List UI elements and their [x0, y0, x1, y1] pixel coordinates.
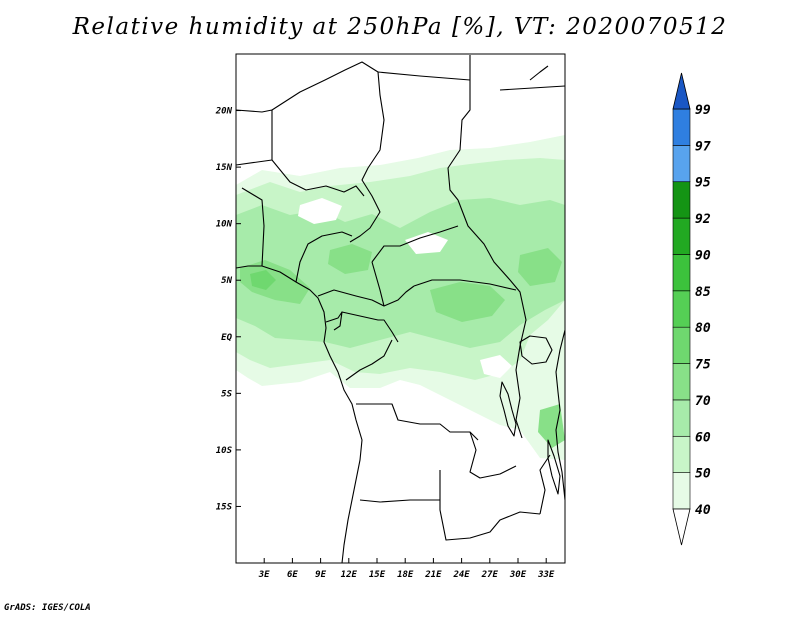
border-w1: [241, 187, 265, 267]
border-n1: [236, 109, 273, 166]
colorbar-box: [672, 472, 691, 510]
border-c6: [341, 311, 399, 343]
lake-victoria: [519, 335, 553, 365]
humidity-region-70a: [240, 260, 310, 304]
lat-tick-label: 5N: [221, 276, 232, 286]
border-s2: [469, 431, 517, 479]
border-c1: [317, 285, 415, 307]
lat-tick-label: 15S: [216, 502, 233, 512]
border-c3: [371, 261, 385, 307]
colorbar-high-arrow: [672, 72, 691, 110]
colorbar-box: [672, 254, 691, 292]
lon-tick-label: 27E: [481, 570, 499, 580]
humidity-region-70c: [518, 248, 562, 286]
dry-hole-3: [480, 355, 512, 378]
colorbar-label: 90: [695, 248, 711, 263]
colorbar-label: 80: [695, 321, 711, 336]
humidity-region-70d: [328, 244, 372, 274]
colorbar-box: [672, 435, 691, 473]
colorbar-box: [672, 217, 691, 255]
colorbar-box: [672, 181, 691, 219]
border-w3: [295, 231, 353, 283]
colorbar-label: 70: [695, 394, 711, 409]
lake-malawi: [547, 439, 561, 495]
dry-hole-1: [298, 198, 342, 224]
colorbar-box: [672, 326, 691, 364]
border-s5: [539, 454, 551, 515]
lake-tanganyika: [499, 381, 517, 437]
border-s3: [439, 470, 541, 541]
lon-tick-label: 12E: [341, 570, 358, 580]
lon-tick-label: 9E: [315, 570, 326, 580]
dry-hole-2: [405, 232, 448, 254]
colorbar-box: [672, 108, 691, 146]
colorbar: 40 50 60 70 75 80 85 90 92 95 97 99: [672, 72, 711, 546]
colorbar-label: 97: [695, 139, 711, 154]
border-n4: [447, 80, 527, 439]
colorbar-label: 99: [695, 103, 711, 118]
border-s4: [359, 499, 440, 503]
border-c4: [413, 279, 517, 291]
lat-tick-label: 5S: [221, 389, 232, 399]
colorbar-label: 60: [695, 430, 711, 445]
humidity-region-70b: [430, 282, 505, 322]
colorbar-box: [672, 145, 691, 183]
lon-tick-label: 18E: [397, 570, 414, 580]
colorbar-box: [672, 363, 691, 401]
grads-credit: GrADS: IGES/COLA: [4, 603, 91, 613]
border-c2: [371, 225, 459, 263]
colorbar-low-arrow: [672, 508, 691, 546]
lon-tick-label: 30E: [509, 570, 527, 580]
humidity-region-70e: [538, 404, 565, 448]
colorbar-label: 85: [695, 285, 711, 300]
border-s1: [356, 403, 479, 441]
colorbar-label: 50: [695, 467, 711, 482]
lat-tick-label: 15N: [216, 163, 233, 173]
latitude-axis: 20N 15N 10N 5N EQ 5S 10S 15S: [215, 107, 241, 512]
lon-tick-label: 33E: [537, 570, 555, 580]
lat-tick-label: 20N: [215, 107, 233, 117]
map-title: Relative humidity at 250hPa [%], VT: 202…: [72, 14, 728, 40]
lon-tick-label: 3E: [258, 570, 270, 580]
coastline-west: [236, 265, 363, 563]
colorbar-label: 40: [695, 503, 711, 518]
border-c7: [345, 339, 393, 381]
country-borders: [236, 55, 565, 563]
longitude-axis: 3E 6E 9E 12E 15E 18E 21E 24E 27E 30E 33E: [258, 558, 555, 580]
map-frame: [235, 53, 566, 564]
border-n2: [271, 61, 385, 243]
colorbar-box: [672, 290, 691, 328]
lon-tick-label: 21E: [424, 570, 442, 580]
border-n5: [499, 85, 565, 91]
lat-tick-label: EQ: [221, 333, 232, 343]
coast-northeast: [529, 65, 549, 81]
colorbar-label: 95: [695, 176, 711, 191]
humidity-region-75: [250, 270, 276, 290]
lon-tick-label: 6E: [287, 570, 298, 580]
lat-tick-label: 10S: [216, 446, 233, 456]
lon-tick-label: 15E: [369, 570, 386, 580]
border-n3: [377, 55, 471, 81]
colorbar-box: [672, 399, 691, 437]
lon-tick-label: 24E: [452, 570, 470, 580]
lat-tick-label: 10N: [216, 220, 233, 230]
coastline-east: [555, 329, 565, 501]
colorbar-label: 92: [695, 212, 711, 227]
border-w2: [271, 159, 365, 197]
colorbar-label: 75: [695, 358, 711, 373]
